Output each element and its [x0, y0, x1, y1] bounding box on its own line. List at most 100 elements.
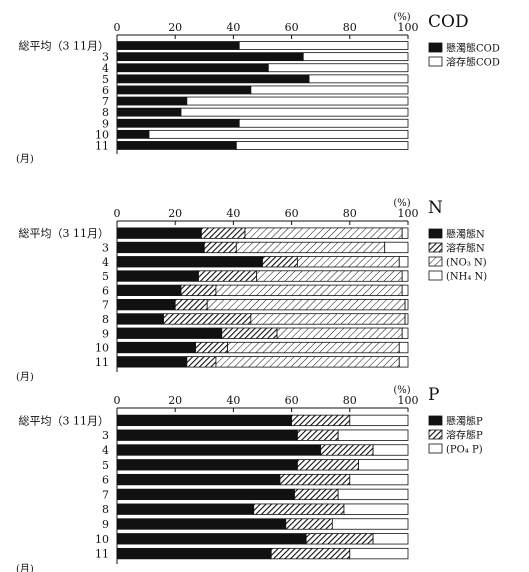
- legend-label: 溶存態P: [446, 429, 483, 442]
- bar-segment: [285, 518, 333, 530]
- bar-segment: [116, 518, 287, 530]
- bar-segment: [227, 341, 400, 354]
- bar-segment: [116, 284, 182, 297]
- category-label: 11: [95, 548, 109, 561]
- x-tick-label: 40: [226, 207, 240, 220]
- bar-segment: [294, 488, 339, 501]
- bar-segment: [235, 241, 386, 254]
- bar-segment: [116, 85, 252, 95]
- bar-segment: [297, 256, 400, 268]
- legend-swatch: [428, 443, 443, 454]
- x-tick-label: 0: [114, 207, 121, 220]
- category-label: 8: [102, 313, 109, 326]
- bar-segment: [238, 41, 409, 50]
- unit-label: (%): [393, 198, 410, 209]
- x-tick-label: 60: [285, 207, 299, 220]
- bar-segment: [116, 488, 295, 501]
- legend-swatch: [428, 415, 443, 426]
- legend-swatch: [428, 429, 443, 440]
- legend-label: (NH₄ N): [446, 272, 487, 283]
- bar-segment: [206, 298, 406, 311]
- category-label: 3: [102, 429, 109, 442]
- bar-segment: [116, 118, 240, 128]
- x-tick-label: 100: [398, 207, 419, 220]
- x-tick-label: 20: [168, 21, 182, 34]
- bar-segment: [305, 533, 374, 545]
- bar-segment: [116, 52, 304, 62]
- x-tick-label: 80: [343, 207, 357, 220]
- category-label: 11: [95, 139, 109, 152]
- category-label: 3: [102, 241, 109, 254]
- bar-segment: [349, 414, 409, 427]
- bar-segment: [297, 459, 359, 471]
- bar-segment: [320, 444, 374, 456]
- bar-segment: [343, 503, 409, 515]
- bar-segment: [358, 459, 409, 471]
- panel-title: COD: [428, 12, 469, 32]
- bar-segment: [198, 270, 258, 282]
- bar-segment: [200, 227, 246, 239]
- category-label: 3: [102, 51, 109, 64]
- bar-segment: [250, 313, 406, 325]
- bar-segment: [404, 313, 409, 325]
- bar-segment: [116, 107, 182, 117]
- bar-segment: [116, 141, 237, 150]
- bar-segment: [221, 327, 278, 339]
- bar-segment: [116, 298, 176, 311]
- bar-segment: [398, 256, 409, 268]
- x-tick-label: 80: [343, 394, 357, 407]
- bar-segment: [215, 284, 403, 297]
- legend-label: 懸濁態N: [446, 228, 485, 241]
- bar-segment: [349, 473, 409, 486]
- x-tick-label: 100: [398, 21, 419, 34]
- legend-label: (PO₄ P): [446, 445, 483, 456]
- bar-segment: [349, 547, 409, 560]
- x-tick-label: 40: [226, 21, 240, 34]
- bar-segment: [372, 533, 409, 545]
- x-tick-label: 0: [114, 21, 121, 34]
- y-axis-unit: (月): [16, 563, 34, 572]
- bar-segment: [116, 444, 322, 456]
- x-tick-label: 100: [398, 394, 419, 407]
- x-tick-label: 60: [285, 21, 299, 34]
- unit-label: (%): [393, 385, 410, 396]
- bar-segment: [235, 141, 409, 150]
- bar-segment: [148, 129, 409, 139]
- legend-swatch: [428, 228, 443, 239]
- x-tick-label: 0: [114, 394, 121, 407]
- bar-segment: [302, 52, 409, 62]
- bar-segment: [116, 270, 199, 282]
- category-label: 11: [95, 356, 109, 369]
- legend-swatch: [428, 56, 443, 67]
- category-label: 9: [102, 327, 109, 340]
- bar-segment: [267, 63, 409, 73]
- bar-segment: [401, 227, 409, 239]
- bar-segment: [401, 284, 409, 297]
- bar-segment: [116, 473, 281, 486]
- x-tick-label: 20: [168, 394, 182, 407]
- bar-segment: [116, 356, 188, 368]
- bar-segment: [174, 298, 208, 311]
- bar-segment: [116, 503, 255, 515]
- bar-segment: [116, 429, 298, 441]
- legend-label: 溶存態COD: [446, 56, 500, 69]
- bar-segment: [116, 74, 310, 84]
- y-axis-unit: (月): [16, 371, 34, 383]
- bar-segment: [250, 85, 409, 95]
- legend-swatch: [428, 42, 443, 53]
- bar-segment: [401, 270, 409, 282]
- unit-label: (%): [393, 12, 410, 23]
- bar-segment: [116, 547, 272, 560]
- category-label: 9: [102, 117, 109, 130]
- bar-segment: [116, 129, 150, 139]
- x-tick-label: 80: [343, 21, 357, 34]
- legend-swatch: [428, 270, 443, 281]
- legend-swatch: [428, 242, 443, 253]
- bar-segment: [270, 547, 351, 560]
- bar-segment: [116, 256, 263, 268]
- bar-segment: [401, 327, 409, 339]
